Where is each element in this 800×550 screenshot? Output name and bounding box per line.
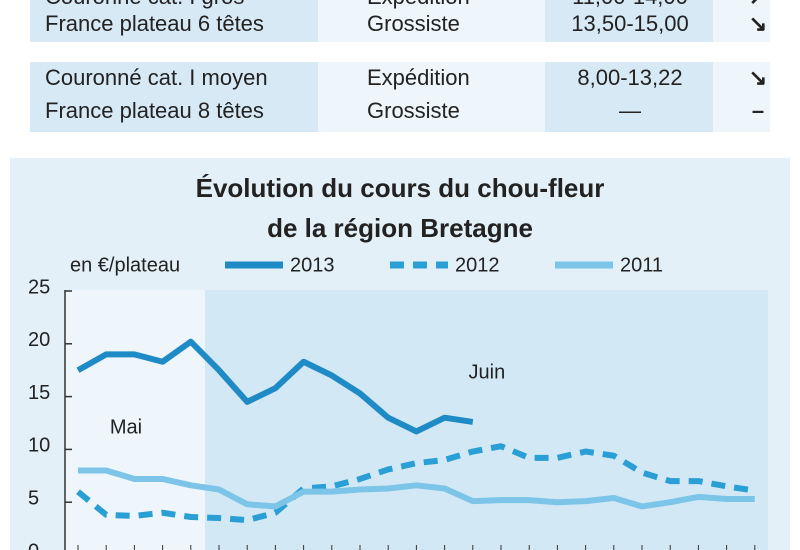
row-gap xyxy=(318,42,770,62)
line-series xyxy=(78,467,755,510)
table-cell: 8,00-13,22 xyxy=(577,65,682,90)
legend-label: 2011 xyxy=(620,254,663,276)
y-tick-label: 20 xyxy=(28,329,50,351)
y-tick-label: 10 xyxy=(28,435,50,457)
annotation: Juin xyxy=(469,362,506,384)
y-axis-label: en €/plateau xyxy=(70,254,180,276)
table-cell: Grossiste xyxy=(367,98,460,123)
line-series xyxy=(76,338,474,435)
legend-label: 2012 xyxy=(455,254,500,276)
y-tick-label: 5 xyxy=(28,487,39,509)
table-cell: 11,00-14,00 xyxy=(572,0,688,9)
table-cell: Expédition xyxy=(367,65,470,90)
y-tick-label: 25 xyxy=(28,276,50,298)
plot-bg xyxy=(65,290,205,550)
trend-icon: ↗ xyxy=(749,0,767,9)
trend-icon: ↘ xyxy=(749,65,767,90)
cell-bg xyxy=(545,62,713,132)
table-cell: — xyxy=(619,98,641,123)
table-cell: France plateau 6 têtes xyxy=(45,11,264,36)
chart-title: de la région Bretagne xyxy=(267,213,533,243)
table-cell: France plateau 8 têtes xyxy=(45,98,264,123)
table-cell: 13,50-15,00 xyxy=(571,11,688,36)
plot-bg-june xyxy=(205,290,768,550)
table-cell: Grossiste xyxy=(367,11,460,36)
cell-bg xyxy=(545,0,713,42)
chart-title: Évolution du cours du chou-fleur xyxy=(196,173,605,203)
line-series xyxy=(76,443,756,524)
cell-bg xyxy=(30,62,318,132)
trend-icon: – xyxy=(752,98,764,123)
y-tick-label: 0 xyxy=(28,540,39,550)
table-cell: Expédition xyxy=(367,0,470,9)
row-gap xyxy=(30,42,318,62)
table-cell: Couronné cat. I gros xyxy=(45,0,244,9)
annotation: Mai xyxy=(110,417,142,439)
table-cell: Couronné cat. I moyen xyxy=(45,65,268,90)
cell-bg xyxy=(30,0,318,42)
trend-icon: ↘ xyxy=(749,11,767,36)
legend-label: 2013 xyxy=(290,254,335,276)
y-tick-label: 15 xyxy=(28,382,50,404)
